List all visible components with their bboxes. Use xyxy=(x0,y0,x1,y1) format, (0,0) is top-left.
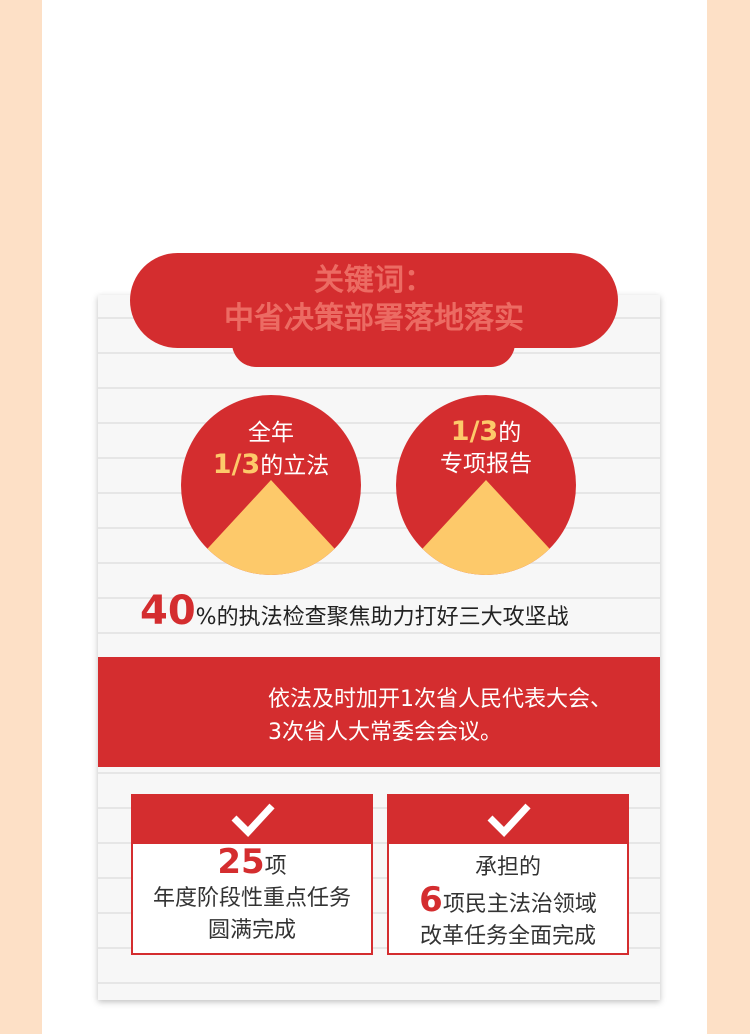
title-line: 关键词： xyxy=(314,263,434,298)
text: 圆满完成 xyxy=(207,918,296,943)
box-head xyxy=(133,796,371,844)
stat: 40%的执法检查聚焦助力打好三大攻坚战 xyxy=(140,588,660,634)
number: 25 xyxy=(217,842,265,882)
text: 全年 xyxy=(248,420,294,446)
banner xyxy=(98,657,660,767)
text: 项民主法治领域 xyxy=(442,892,597,917)
check-icon xyxy=(487,803,531,838)
box-text: 25项 年度阶段性重点任务 圆满完成 xyxy=(133,844,371,947)
circle-text: 1/3的 专项报告 xyxy=(396,416,576,480)
stat-text: %的执法检查聚焦助力打好三大攻坚战 xyxy=(195,605,569,630)
text: 1/3的 xyxy=(396,416,576,449)
title-pill xyxy=(130,253,618,348)
banner-text: 依法及时加开1次省人民代表大会、 3次省人大常委会会议。 xyxy=(268,683,612,749)
text: 1/3的立法 xyxy=(181,449,361,482)
text: 依法及时加开1次省人民代表大会、 xyxy=(268,687,612,712)
check-icon xyxy=(231,803,275,838)
fraction: 1/3 xyxy=(450,416,499,447)
text: 3次省人大常委会会议。 xyxy=(268,720,502,745)
task-box: 承担的 6项民主法治领域 改革任务全面完成 xyxy=(387,794,629,955)
text: 的立法 xyxy=(260,453,330,479)
circle-text: 全年 1/3的立法 xyxy=(181,418,361,482)
text: 的 xyxy=(498,420,522,446)
box-text: 承担的 6项民主法治领域 改革任务全面完成 xyxy=(389,844,627,953)
box-head xyxy=(389,796,627,844)
title-line: 中省决策部署落地落实 xyxy=(224,301,524,336)
text: 承担的 xyxy=(474,855,541,880)
title: 关键词： 中省决策部署落地落实 xyxy=(130,262,618,338)
text: 年度阶段性重点任务 xyxy=(152,886,351,911)
text: 专项报告 xyxy=(440,451,532,477)
stat-number: 40 xyxy=(140,588,196,634)
text: 6项民主法治领域 xyxy=(389,883,627,921)
number: 6 xyxy=(419,880,443,920)
task-box: 25项 年度阶段性重点任务 圆满完成 xyxy=(131,794,373,955)
text: 项 xyxy=(264,854,287,879)
text: 改革任务全面完成 xyxy=(419,924,596,949)
text: 25项 xyxy=(133,845,371,883)
fraction: 1/3 xyxy=(212,449,261,480)
